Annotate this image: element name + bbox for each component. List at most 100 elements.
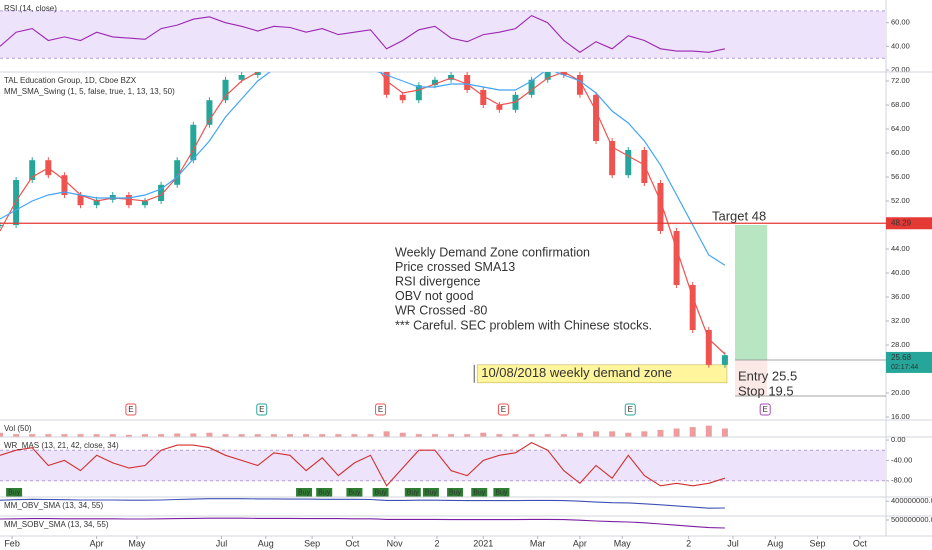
candle-body [528, 79, 535, 95]
pane-title: Vol (50) [4, 424, 32, 433]
buy-signal-label: Buy [318, 489, 331, 496]
volume-bar [270, 434, 277, 437]
volume-bar [383, 431, 390, 437]
candle-body [77, 195, 84, 206]
candle-body [125, 195, 132, 206]
event-label: E [628, 405, 633, 414]
event-marker [624, 403, 636, 416]
pane [0, 10, 886, 59]
candle-body [496, 105, 503, 110]
volume-bar [480, 432, 487, 437]
pane-subtitle: MM_SMA_Swing (1, 5, false, true, 1, 13, … [4, 87, 175, 96]
x-tick-label: Jul [216, 538, 228, 548]
event-marker [759, 403, 771, 416]
entry-label: Entry 25.5 [738, 368, 797, 383]
y-tick-label: 0.00 [891, 435, 906, 444]
pane-title: RSI (14, close) [4, 4, 57, 13]
buy-signal-label: Buy [348, 489, 361, 496]
event-label: E [259, 405, 264, 414]
candle-body [576, 75, 583, 95]
pane [0, 72, 886, 397]
candle-body [399, 94, 406, 101]
x-tick-label: Apr [90, 538, 104, 548]
buy-signal [493, 488, 510, 497]
volume-bar [222, 434, 229, 437]
x-tick-label: Oct [345, 538, 360, 548]
buy-signal [422, 488, 439, 497]
y-tick-label: 44.00 [891, 244, 910, 253]
y-tick-label: 64.00 [891, 124, 910, 133]
volume-bar [238, 434, 245, 437]
x-tick-label: May [614, 538, 632, 548]
y-tick-label: 40.00 [891, 41, 910, 50]
volume-bar [158, 434, 165, 437]
candle-body [61, 175, 68, 195]
y-tick-label: 36.00 [891, 292, 910, 301]
buy-signal [6, 488, 23, 497]
volume-bar [609, 431, 616, 437]
event-label: E [378, 405, 383, 414]
buy-signal [372, 488, 389, 497]
candle-body [641, 150, 648, 183]
volume-bar [286, 434, 293, 437]
band [0, 10, 886, 59]
y-tick-label: -40.00 [891, 455, 912, 464]
candle-body [431, 79, 438, 86]
volume-bar [13, 434, 20, 437]
stop-zone [734, 360, 768, 396]
y-tick-label: 60.00 [891, 148, 910, 157]
pane-title: MM_SOBV_SMA (13, 34, 55) [4, 520, 109, 529]
event-marker [125, 403, 137, 416]
candle-body [0, 225, 3, 226]
series-line [0, 14, 726, 53]
series-line [0, 441, 726, 487]
x-tick-label: Nov [387, 538, 404, 548]
price-tag-label: 48.29 [891, 218, 912, 227]
pane [0, 425, 728, 437]
volume-bar [448, 434, 455, 437]
y-tick-label: 60.00 [891, 18, 910, 27]
volume-bar [367, 434, 374, 437]
annotation: Price crossed SMA13 [395, 260, 515, 274]
pane [0, 498, 725, 509]
x-tick-label: Mar [530, 538, 546, 548]
event-marker [375, 403, 387, 416]
y-tick-label: 56.00 [891, 172, 910, 181]
last-price-tag [886, 351, 932, 373]
volume-bar [141, 434, 148, 437]
candle-body [383, 72, 390, 95]
buy-signal-label: Buy [8, 489, 21, 496]
candle-body [689, 285, 696, 330]
volume-bar [689, 427, 696, 437]
volume-bar [657, 429, 664, 437]
volume-bar [319, 434, 326, 437]
candle-body [673, 231, 680, 285]
buy-signal [471, 488, 488, 497]
volume-bar [303, 434, 310, 437]
buy-signal [316, 488, 333, 497]
stop-label: Stop 19.5 [738, 383, 794, 398]
x-tick-label: Aug [767, 538, 783, 548]
candle-body [238, 75, 245, 80]
x-tick-label: Jul [727, 538, 739, 548]
annotation: WR Crossed -80 [395, 304, 487, 318]
annotation: OBV not good [395, 289, 474, 303]
x-tick-label: Aug [258, 538, 274, 548]
candle-body [593, 94, 600, 141]
buy-signal-label: Buy [425, 489, 438, 496]
pane [0, 517, 725, 529]
countdown: 02:17:44 [891, 364, 918, 371]
x-tick-label: May [128, 538, 146, 548]
x-tick-label: Oct [853, 538, 868, 548]
buy-signal-label: Buy [473, 489, 486, 496]
candle-body [222, 79, 229, 101]
volume-bar [593, 431, 600, 437]
candle-body [29, 160, 36, 180]
volume-bar [673, 428, 680, 437]
volume-bar [335, 434, 342, 437]
y-tick-label: 40.00 [891, 268, 910, 277]
event-label: E [763, 405, 768, 414]
volume-bar [528, 434, 535, 437]
buy-signal-label: Buy [407, 489, 420, 496]
